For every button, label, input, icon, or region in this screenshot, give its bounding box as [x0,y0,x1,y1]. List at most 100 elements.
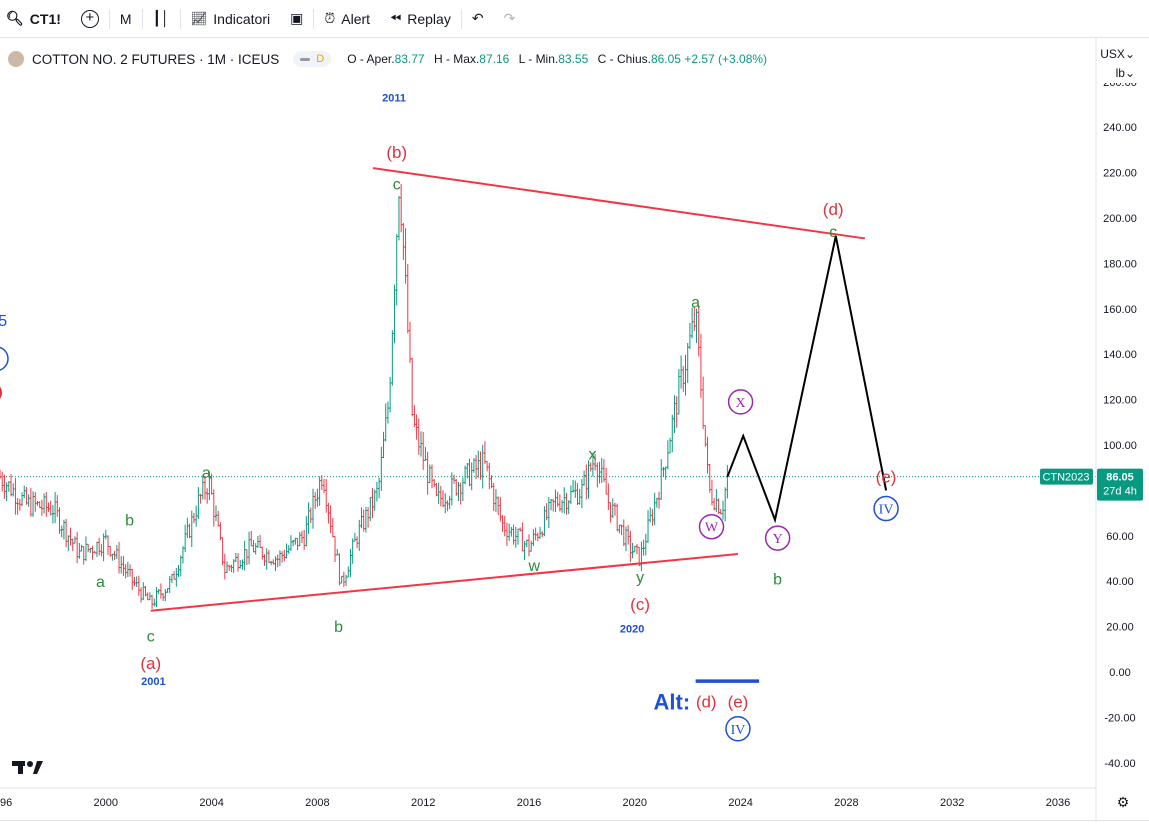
bottom-panel-edge [0,820,1149,832]
x-tick-label: 2032 [940,797,964,809]
edge-circle-label [0,346,9,371]
logo-part [33,761,43,774]
wave-label: (d) [696,692,717,711]
contract-tag-bg [1040,468,1093,485]
wave-label-circle [873,495,899,522]
lower-trendline [150,552,739,612]
x-tick-label: 1996 [0,797,12,809]
unit-selector[interactable]: lb⌄ [1116,66,1135,80]
wave-label: IV [731,723,746,738]
x-tick-label: 2000 [94,797,118,809]
x-tick-label: 2020 [623,797,647,809]
minus-icon [300,57,311,61]
series-title[interactable]: COTTON NO. 2 FUTURES · 1M · ICEUS [32,51,280,67]
wave-label: y [636,569,644,586]
y-tick-label: 220.00 [1103,168,1137,180]
contract-tag-label: CTN2023 [1042,472,1089,484]
wave-label: a [691,295,700,312]
redo-button[interactable]: ↷ [494,0,526,38]
wave-label-circle [727,389,754,415]
unit-label: lb [1115,66,1125,80]
alert-button[interactable]: ⏰︎ Alert [314,0,380,38]
bar-countdown-label: 27d 4h [1103,486,1137,498]
y-tick-label: 40.00 [1106,576,1134,588]
wave-label-circle [764,525,791,551]
chart-type-button[interactable]: ┃│ [143,0,180,38]
price-axis-top-mask [1097,39,1149,83]
year-annotation: 2011 [382,93,406,105]
logo-part [18,761,23,774]
x-tick-label: 2012 [411,797,435,809]
low-label: L - Min. [518,52,559,66]
y-tick-label: 200.00 [1103,213,1137,225]
high-value: 87.16 [479,52,510,66]
toolbar-divider [313,8,315,29]
y-tick-label: 60.00 [1106,531,1134,543]
edge-red-label [0,386,2,399]
compare-button[interactable]: + [71,0,109,38]
wave-label: (e) [876,468,897,487]
wave-label: x [588,447,596,464]
toolbar-divider [141,8,143,29]
currency-selector[interactable]: USX⌄ [1100,47,1135,61]
layout-button[interactable]: ▣ [280,0,313,38]
add-circle-icon: + [80,9,99,28]
wave-label: c [393,177,401,194]
wave-label: w [528,558,541,575]
alert-label: Alert [341,10,371,27]
low-value: 83.55 [558,52,589,66]
y-tick-label: 160.00 [1103,304,1137,316]
y-tick-label: 180.00 [1103,258,1137,270]
y-tick-label: 120.00 [1103,395,1137,407]
undo-icon: ↶ [471,10,484,26]
wave-label: Y [773,532,783,547]
x-tick-label: 2024 [728,797,752,809]
replay-button[interactable]: ⏪︎ Replay [380,0,461,38]
wave-label: (b) [386,143,407,162]
projection-path [726,235,888,524]
indicators-label: Indicatori [213,10,271,27]
wave-label: (c) [630,595,650,614]
x-tick-label: 2028 [834,797,858,809]
wave-label: c [829,224,837,241]
alarm-clock-icon: ⏰︎ [324,10,336,26]
logo-part [27,761,33,767]
price-tag: CTN2023 86.05 27d 4h [1040,468,1143,501]
indicators-button[interactable]: 📈︎ Indicatori [181,0,280,38]
rewind-icon: ⏪︎ [390,10,402,26]
toolbar-divider [108,8,110,29]
y-tick-label: -20.00 [1104,712,1135,724]
wave-label: W [705,521,719,536]
undo-button[interactable]: ↶ [462,0,494,38]
wave-label: b [334,619,343,636]
toolbar-divider [179,8,181,29]
wave-label: 5 [0,313,7,330]
wave-label: IV [879,503,894,518]
toolbar-divider [460,8,462,29]
wave-label: X [736,396,746,411]
redo-icon: ↷ [503,10,516,26]
legend-row: COTTON NO. 2 FUTURES · 1M · ICEUS D O - … [0,46,767,72]
open-value: 83.77 [394,52,425,66]
chevron-down-icon: ⌄ [1124,47,1135,61]
settings-gear-icon[interactable]: ⚙ [1117,794,1130,810]
interval-button[interactable]: M [110,0,142,38]
indicators-icon: 📈︎ [190,10,208,26]
ohlc-bars [0,183,729,609]
top-toolbar: 🔍︎ CT1! + M ┃│ 📈︎ Indicatori ▣ ⏰︎ Alert … [0,0,1149,38]
data-delay-badge[interactable]: D [293,51,332,67]
symbol-search[interactable]: 🔍︎ CT1! [0,0,71,38]
wave-label: a [96,574,105,591]
y-tick-label: 140.00 [1103,349,1137,361]
delay-letter: D [316,53,325,65]
wave-label: (e) [728,692,749,711]
y-tick-label: 20.00 [1106,622,1134,634]
open-label: O - Aper. [347,52,395,66]
y-tick-label: -40.00 [1104,758,1135,770]
close-value: 86.05 [650,52,681,66]
close-label: C - Chius. [597,52,651,66]
search-icon: 🔍︎ [6,10,24,26]
wave-label-circle [725,716,751,742]
x-tick-label: 2016 [517,797,541,809]
